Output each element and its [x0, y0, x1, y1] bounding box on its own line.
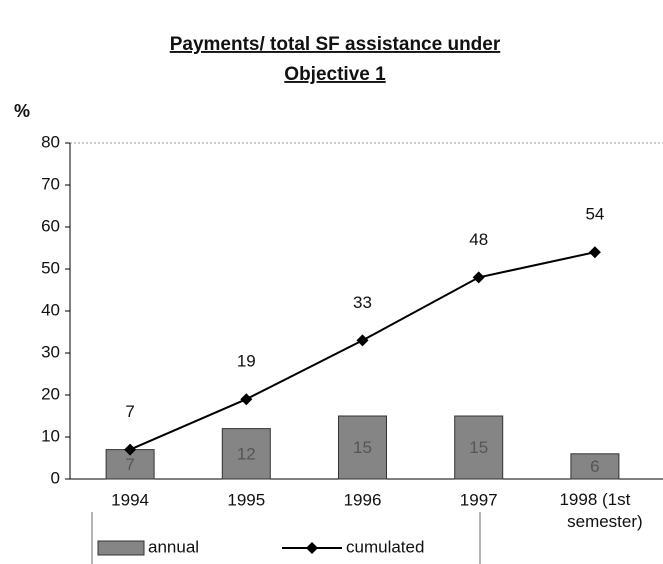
legend-marker	[306, 542, 318, 554]
bar-label: 12	[237, 444, 256, 463]
data-label: 48	[469, 230, 488, 249]
x-tick-label: 1994	[111, 490, 149, 509]
x-tick-label: 1998 (1st semester)	[559, 490, 642, 531]
x-tick-label: 1997	[460, 490, 498, 509]
bar-label: 15	[353, 438, 372, 457]
chart-title: Payments/ total SF assistance under	[170, 34, 501, 55]
bar-label: 7	[125, 455, 134, 474]
y-tick-label: 10	[41, 426, 60, 445]
x-tick-label: 1995	[227, 490, 265, 509]
y-tick-label: 80	[41, 132, 60, 151]
data-label: 7	[125, 402, 134, 421]
marker	[588, 246, 601, 259]
bar	[221, 428, 271, 480]
data-label: 33	[353, 293, 372, 312]
y-tick-label: 70	[41, 174, 60, 193]
bar	[570, 453, 620, 480]
y-tick-label: 20	[41, 384, 60, 403]
x-tick-label: 1996	[344, 490, 382, 509]
bar	[338, 415, 387, 480]
chart-title: Objective 1	[284, 64, 386, 85]
bar-label: 6	[590, 457, 599, 476]
marker	[124, 443, 137, 456]
data-label: 19	[237, 352, 256, 371]
y-tick-label: 60	[41, 216, 60, 235]
marker	[356, 334, 369, 347]
y-axis-label: %	[14, 101, 30, 121]
bar-label: 15	[469, 438, 488, 457]
bar	[454, 415, 504, 480]
y-tick-label: 40	[41, 300, 60, 319]
y-tick-label: 0	[51, 468, 60, 487]
marker	[240, 393, 253, 406]
marker	[472, 271, 485, 284]
legend-swatch	[97, 540, 145, 556]
data-label: 54	[585, 205, 604, 224]
legend-label: annual	[148, 537, 199, 556]
y-tick-label: 30	[41, 342, 60, 361]
legend-label: cumulated	[346, 537, 424, 556]
y-tick-label: 50	[41, 258, 60, 277]
